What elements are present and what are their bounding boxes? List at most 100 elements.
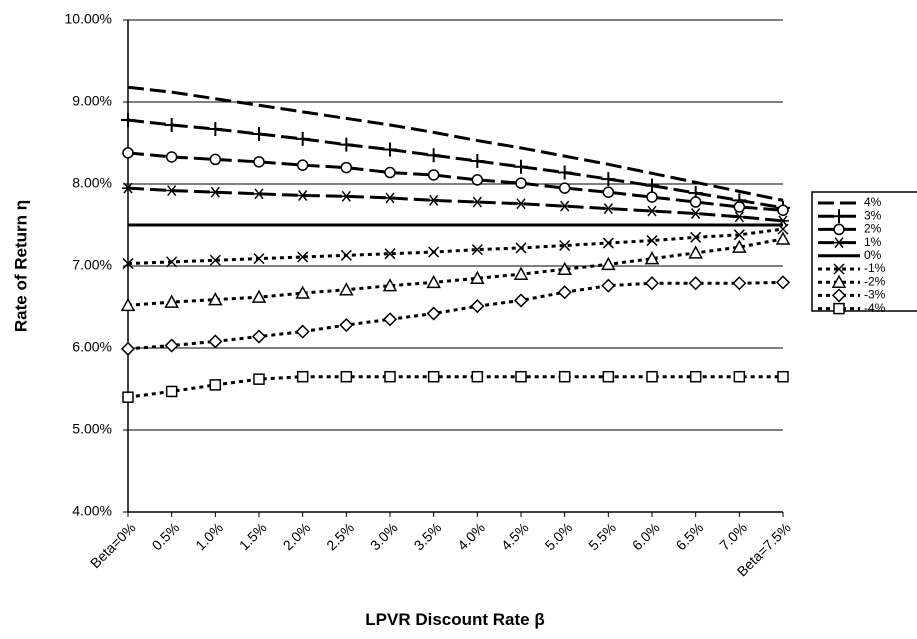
x-tick-label: 6.0%	[629, 519, 663, 553]
marker	[513, 266, 529, 280]
marker	[340, 190, 353, 202]
marker	[733, 229, 745, 241]
marker	[122, 391, 134, 403]
marker	[831, 274, 847, 288]
marker	[646, 235, 658, 247]
marker	[471, 174, 484, 186]
marker	[646, 370, 658, 383]
legend-label: 3%	[864, 208, 882, 222]
marker	[122, 258, 134, 270]
marker	[209, 254, 221, 266]
marker	[120, 297, 136, 312]
marker	[471, 196, 484, 208]
x-tick-label: 3.0%	[367, 519, 401, 553]
marker	[688, 276, 703, 291]
marker	[340, 249, 352, 261]
marker	[340, 370, 353, 383]
legend-label: 2%	[864, 222, 882, 236]
x-tick-label: 7.0%	[716, 519, 750, 553]
marker	[296, 159, 309, 171]
marker	[297, 251, 309, 263]
x-axis-label: LPVR Discount Rate β	[365, 610, 544, 629]
marker	[645, 178, 659, 193]
x-tick-label: 1.5%	[236, 519, 270, 553]
marker	[688, 245, 703, 259]
legend-label: 1%	[864, 235, 882, 249]
marker	[164, 294, 179, 308]
marker	[832, 209, 846, 224]
marker	[427, 169, 440, 181]
marker	[295, 324, 310, 339]
marker	[601, 278, 616, 293]
marker	[558, 370, 571, 383]
marker	[426, 274, 441, 289]
marker	[384, 192, 396, 204]
marker	[296, 370, 309, 383]
marker	[427, 370, 440, 383]
marker	[122, 147, 134, 159]
marker	[166, 256, 178, 268]
marker	[646, 191, 658, 203]
y-tick-label: 6.00%	[72, 339, 112, 355]
marker	[208, 292, 223, 306]
marker	[209, 153, 222, 166]
marker	[777, 223, 789, 235]
series-line	[127, 118, 784, 210]
marker	[165, 185, 178, 197]
marker	[470, 299, 485, 314]
series-line	[127, 280, 784, 351]
marker	[732, 239, 747, 253]
marker	[777, 204, 789, 216]
marker	[559, 239, 571, 252]
marker	[471, 244, 483, 256]
marker	[601, 172, 616, 187]
marker	[833, 263, 845, 275]
marker	[339, 137, 354, 152]
marker	[733, 370, 746, 383]
marker	[251, 329, 267, 344]
marker	[383, 142, 397, 157]
marker	[253, 188, 265, 200]
marker	[295, 285, 310, 299]
x-tick-label: 2.0%	[280, 519, 314, 553]
marker	[557, 165, 572, 180]
marker	[209, 379, 222, 391]
marker	[384, 248, 396, 260]
marker	[777, 370, 789, 383]
series-line	[127, 85, 784, 202]
legend-label: 4%	[864, 195, 882, 209]
marker	[689, 208, 702, 219]
marker	[470, 270, 485, 285]
marker	[120, 341, 136, 356]
y-tick-label: 4.00%	[72, 503, 112, 519]
x-tick-label: 1.0%	[192, 519, 226, 553]
marker	[165, 385, 178, 398]
series-line	[127, 237, 784, 307]
y-tick-label: 10.00%	[65, 11, 112, 27]
legend-label: -4%	[864, 301, 886, 315]
marker	[252, 126, 266, 141]
marker	[384, 370, 396, 383]
marker	[558, 182, 571, 194]
legend-label: -1%	[864, 261, 886, 275]
marker	[165, 151, 178, 163]
marker	[644, 251, 660, 265]
y-tick-label: 8.00%	[72, 175, 112, 191]
marker	[513, 293, 529, 308]
marker	[253, 373, 265, 385]
marker	[831, 288, 847, 303]
marker	[557, 285, 572, 300]
legend-box	[811, 191, 917, 312]
marker	[514, 159, 528, 174]
marker	[382, 278, 398, 292]
marker	[251, 289, 267, 303]
x-tick-label: 4.0%	[454, 519, 488, 553]
marker	[384, 166, 396, 179]
y-axis-label: Rate of Return η	[11, 200, 30, 332]
marker	[296, 190, 309, 201]
marker	[515, 198, 527, 210]
marker	[557, 261, 572, 276]
marker	[602, 237, 614, 249]
marker	[382, 312, 398, 327]
marker	[253, 156, 265, 168]
